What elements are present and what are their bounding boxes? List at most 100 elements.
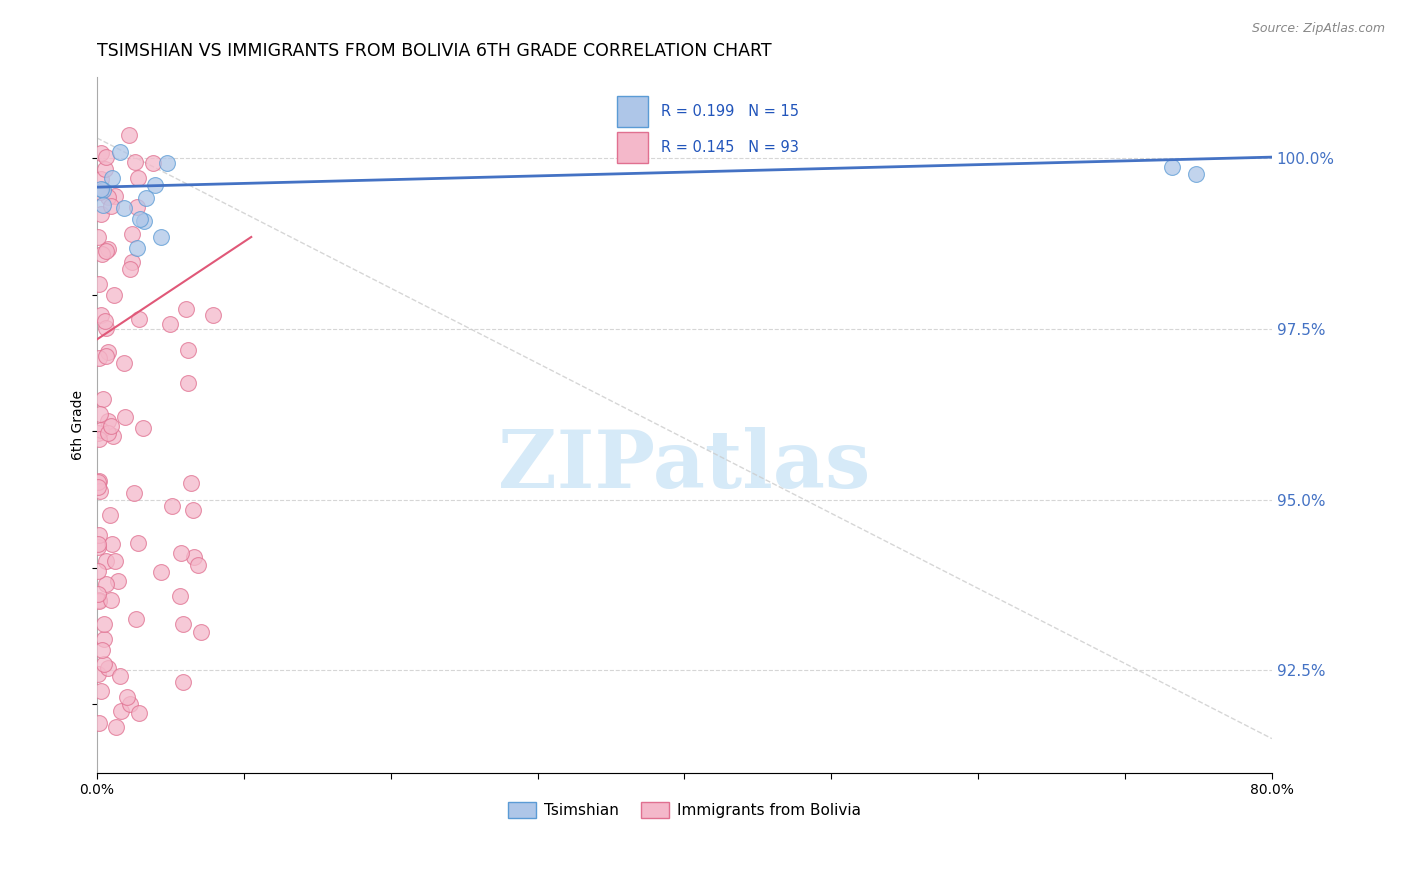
Point — [91, 392, 114, 407]
Point — [122, 485, 145, 500]
Point — [94, 150, 117, 164]
Point — [89, 593, 111, 607]
Point — [101, 429, 124, 443]
Point — [100, 537, 122, 551]
Point — [89, 594, 111, 608]
Point — [87, 351, 110, 365]
Point — [127, 171, 149, 186]
Point — [93, 632, 115, 647]
Point — [112, 356, 135, 370]
Point — [93, 314, 115, 328]
Point — [87, 229, 110, 244]
Point — [93, 183, 115, 197]
Point — [125, 612, 148, 626]
Point — [94, 349, 117, 363]
Point — [125, 241, 148, 255]
Point — [155, 155, 177, 169]
Point — [1184, 167, 1206, 181]
Point — [89, 185, 111, 199]
Point — [90, 308, 112, 322]
Point — [180, 475, 202, 490]
Point — [103, 288, 125, 302]
Point — [97, 189, 120, 203]
Point — [149, 565, 172, 579]
Point — [118, 261, 141, 276]
Point — [87, 474, 110, 488]
Point — [177, 376, 200, 390]
Point — [169, 589, 191, 603]
Point — [90, 207, 112, 221]
Point — [87, 537, 110, 551]
Point — [87, 587, 110, 601]
Point — [114, 409, 136, 424]
Point — [98, 508, 121, 523]
Point — [94, 321, 117, 335]
Point — [190, 624, 212, 639]
Point — [90, 683, 112, 698]
Point — [90, 643, 112, 657]
Point — [100, 199, 122, 213]
Point — [89, 277, 111, 291]
Point — [91, 247, 114, 261]
Point — [159, 317, 181, 331]
Point — [149, 230, 172, 244]
Point — [89, 432, 111, 446]
Point — [94, 162, 117, 177]
Point — [90, 423, 112, 437]
Point — [181, 503, 204, 517]
Point — [118, 128, 141, 142]
Point — [93, 657, 115, 671]
Point — [176, 343, 198, 357]
Point — [87, 666, 110, 681]
Point — [94, 244, 117, 258]
Point — [96, 577, 118, 591]
Point — [89, 484, 111, 499]
Point — [94, 554, 117, 568]
Point — [124, 154, 146, 169]
Point — [125, 200, 148, 214]
Point — [103, 554, 125, 568]
Point — [87, 528, 110, 542]
Point — [105, 720, 128, 734]
Point — [110, 669, 132, 683]
Text: ZIPatlas: ZIPatlas — [498, 427, 870, 506]
Point — [172, 675, 194, 690]
Point — [115, 690, 138, 704]
Point — [90, 171, 112, 186]
Point — [101, 171, 124, 186]
Point — [187, 558, 209, 572]
Point — [91, 198, 114, 212]
Point — [201, 308, 224, 322]
Point — [87, 480, 110, 494]
Point — [1161, 160, 1184, 174]
Point — [121, 255, 143, 269]
Point — [97, 661, 120, 675]
Point — [112, 201, 135, 215]
Point — [134, 214, 156, 228]
Point — [128, 706, 150, 720]
Text: Source: ZipAtlas.com: Source: ZipAtlas.com — [1251, 22, 1385, 36]
Point — [97, 345, 120, 359]
Point — [89, 407, 111, 421]
Point — [118, 697, 141, 711]
Point — [90, 146, 112, 161]
Point — [141, 155, 163, 169]
Point — [172, 617, 194, 632]
Point — [87, 564, 110, 578]
Point — [97, 242, 120, 256]
Y-axis label: 6th Grade: 6th Grade — [72, 390, 86, 459]
Point — [90, 182, 112, 196]
Point — [127, 535, 149, 549]
Point — [100, 419, 122, 434]
Point — [135, 191, 157, 205]
Point — [100, 593, 122, 607]
Point — [87, 425, 110, 440]
Point — [183, 549, 205, 564]
Point — [170, 545, 193, 559]
Point — [108, 145, 131, 160]
Point — [128, 312, 150, 326]
Point — [97, 425, 120, 440]
Point — [160, 499, 183, 513]
Point — [121, 227, 143, 242]
Point — [107, 574, 129, 588]
